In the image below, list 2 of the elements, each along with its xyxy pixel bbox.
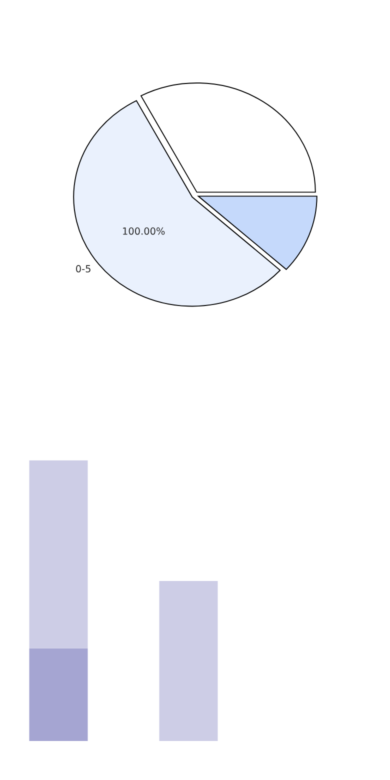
slice-label: 0-5: [76, 265, 90, 272]
text: 100.00%: [123, 227, 165, 235]
